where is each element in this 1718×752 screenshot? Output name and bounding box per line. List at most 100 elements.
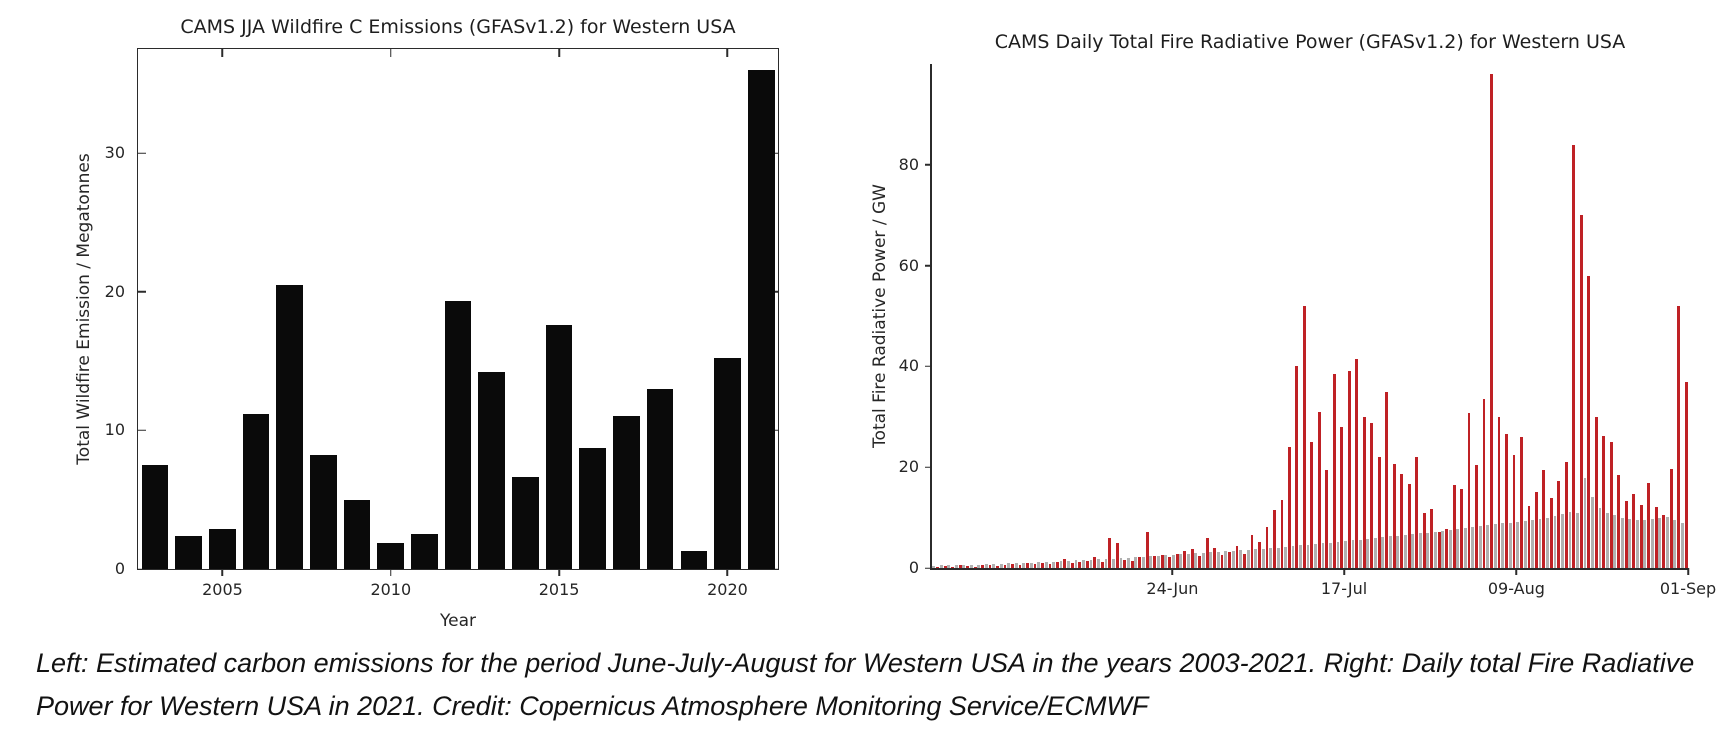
grey-bar (1059, 561, 1063, 568)
day-slot-30-May (984, 64, 992, 568)
red-bar (1505, 434, 1508, 568)
bar-slot-2007 (273, 49, 307, 569)
red-bar (1295, 366, 1299, 568)
red-bar (1445, 528, 1449, 568)
bar-slot-2020 (711, 49, 745, 569)
day-slot-18-Aug (1583, 64, 1591, 568)
bar-2009 (343, 499, 371, 569)
grey-bar (1478, 525, 1482, 568)
red-bar (1325, 469, 1329, 568)
grey-bar (1044, 561, 1048, 568)
grey-bar (1299, 545, 1302, 568)
x-tick-label: 2020 (707, 580, 748, 599)
figure-caption: Left: Estimated carbon emissions for the… (36, 648, 1695, 722)
y-tick-label: 20 (104, 281, 125, 301)
grey-bar (1381, 537, 1385, 568)
grey-bar (1568, 511, 1572, 568)
red-bar (1288, 447, 1291, 568)
day-slot-29-Jun (1209, 64, 1216, 568)
grey-bar (1186, 553, 1190, 568)
day-slot-24-May (939, 64, 947, 568)
red-bar (1011, 563, 1014, 568)
day-slot-29-Jul (1433, 64, 1441, 568)
red-bar (1497, 416, 1501, 568)
bar-slot-2018 (643, 49, 677, 569)
day-slot-13-Jun (1089, 64, 1097, 568)
day-slot-08-Aug (1508, 64, 1516, 568)
day-slot-29-Aug (1665, 64, 1673, 568)
grey-bar (1366, 538, 1370, 568)
red-bar (1310, 442, 1314, 568)
x-tick-mark (221, 569, 224, 576)
grey-bar (1052, 561, 1055, 568)
day-slot-29-May (977, 64, 984, 568)
bar-slot-2021 (744, 49, 778, 569)
red-bar (1385, 391, 1389, 568)
day-slot-11-Jul (1299, 64, 1306, 568)
day-slot-16-Jun (1112, 64, 1119, 568)
red-bar (1235, 545, 1239, 568)
y-tick-mark (138, 290, 146, 293)
red-bar (1632, 493, 1636, 568)
left-plot-area: CAMS JJA Wildfire C Emissions (GFASv1.2)… (74, 16, 779, 631)
day-slot-21-Aug (1605, 64, 1613, 568)
red-bar (1392, 464, 1396, 568)
grey-bar (1156, 555, 1160, 568)
day-slot-04-Jun (1022, 64, 1029, 568)
day-slot-28-May (969, 64, 977, 568)
bar-2017 (613, 416, 640, 569)
red-bar (1317, 411, 1321, 568)
red-bar (1609, 442, 1613, 568)
day-slot-30-Aug (1673, 64, 1681, 568)
grey-bar (1628, 518, 1632, 568)
day-slot-03-Jul (1239, 64, 1246, 568)
grey-bar (1231, 550, 1235, 568)
bar-slot-2011 (408, 49, 442, 569)
day-slot-05-Aug (1486, 64, 1493, 568)
bar-2013 (478, 372, 506, 569)
grey-bar (1516, 521, 1520, 568)
x-tick-label: 2015 (538, 580, 580, 599)
red-bar (1557, 481, 1561, 568)
grey-bar (1508, 522, 1512, 568)
day-slot-15-Jul (1329, 64, 1336, 568)
grey-bar (939, 565, 943, 568)
grey-bar (1074, 560, 1078, 568)
y-tick-mark-right (770, 568, 778, 570)
day-slot-19-Aug (1591, 64, 1598, 568)
red-bar (1340, 426, 1344, 568)
red-bar (1145, 532, 1149, 568)
day-slot-30-Jun (1216, 64, 1224, 568)
red-bar (1407, 483, 1411, 568)
left-x-axis-label: Year (440, 611, 476, 631)
red-bar (1243, 553, 1246, 568)
grey-bar (1141, 556, 1145, 568)
red-bar (1280, 499, 1284, 568)
grey-bar (1613, 515, 1617, 568)
day-slot-24-Jul (1396, 64, 1404, 568)
red-bar (1100, 561, 1104, 568)
y-tick-mark (138, 429, 146, 432)
red-bar (1258, 541, 1261, 568)
day-slot-23-Jul (1388, 64, 1396, 568)
day-slot-23-Jun (1164, 64, 1172, 568)
grey-bar (999, 563, 1003, 568)
day-slot-15-Jun (1104, 64, 1112, 568)
day-slot-07-Jun (1044, 64, 1052, 568)
bar-2020 (714, 358, 741, 569)
day-slot-26-May (954, 64, 962, 568)
red-bar (1273, 510, 1276, 568)
red-bar (1250, 534, 1254, 568)
grey-bar (1261, 548, 1265, 568)
grey-bar (1014, 563, 1018, 568)
day-slot-16-Aug (1568, 64, 1576, 568)
y-tick-label: 60 (898, 255, 919, 275)
grey-bar (1418, 533, 1422, 568)
x-tick-label: 2005 (202, 580, 243, 599)
red-bar (1647, 483, 1651, 568)
y-tick-mark (925, 466, 932, 468)
bar-slot-2009 (340, 49, 374, 569)
day-slot-14-Jul (1321, 64, 1329, 568)
red-bar (1617, 474, 1621, 568)
